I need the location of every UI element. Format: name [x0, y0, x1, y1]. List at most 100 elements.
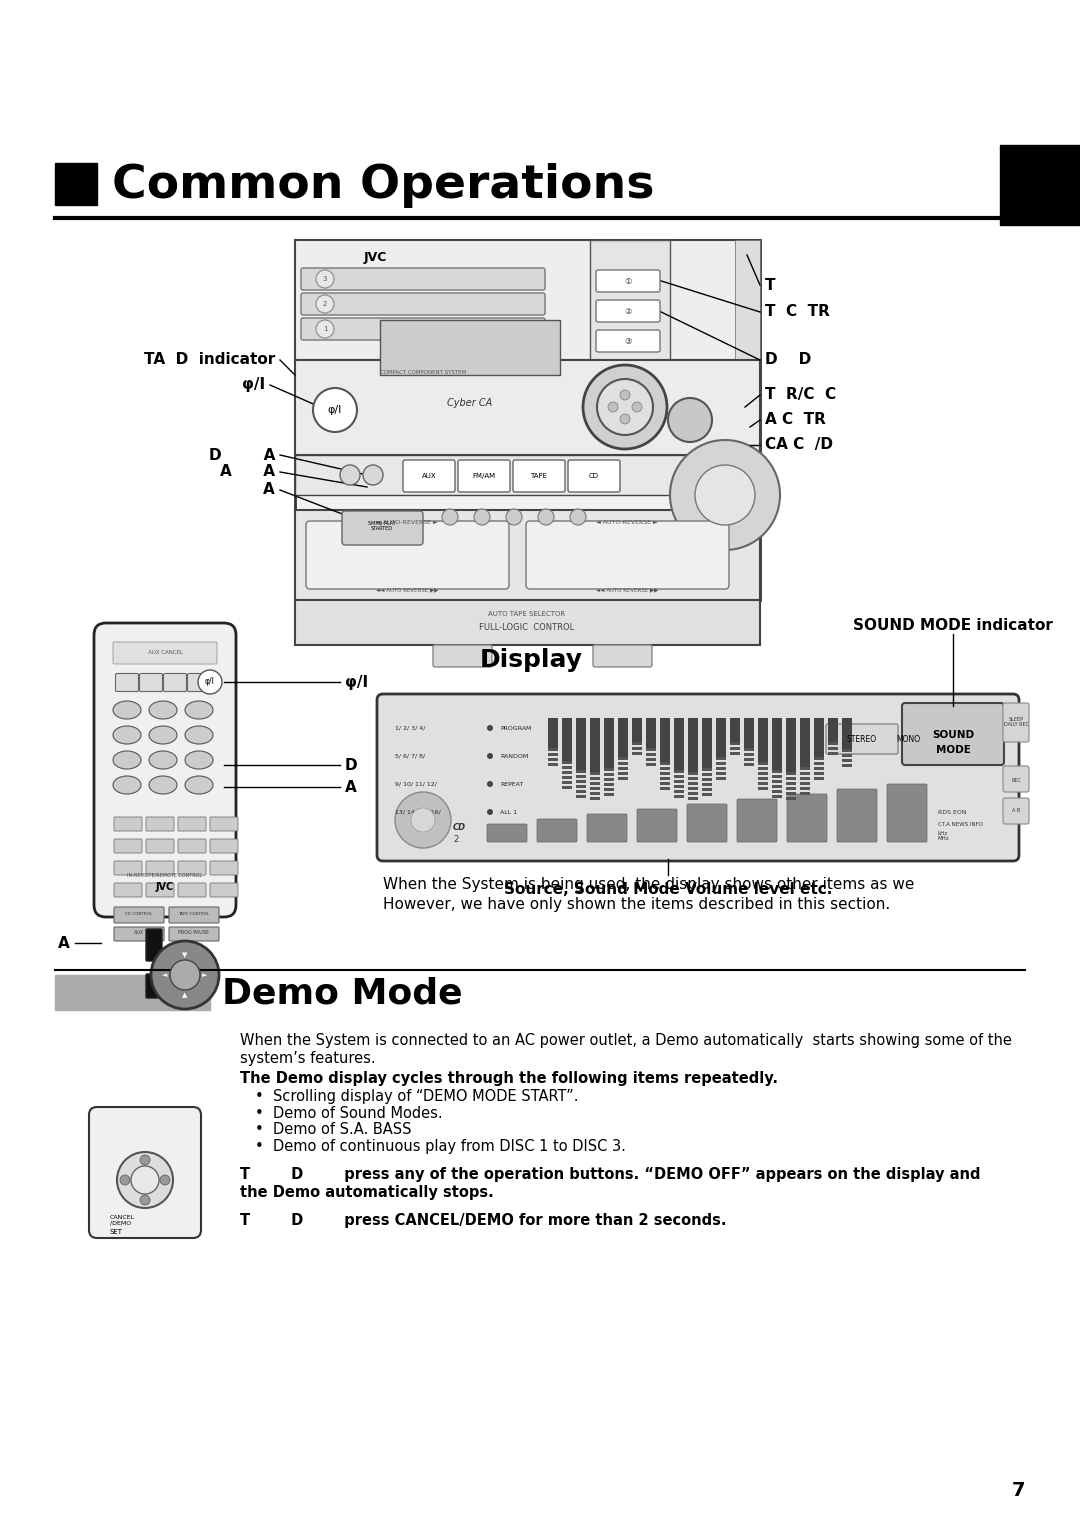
Circle shape: [632, 402, 642, 411]
Bar: [295, 359, 760, 456]
Circle shape: [487, 752, 492, 758]
Circle shape: [151, 940, 219, 1009]
Bar: [702, 783, 712, 786]
Text: COMPACT COMPONENT SYSTEM: COMPACT COMPONENT SYSTEM: [380, 370, 467, 375]
Bar: [772, 771, 782, 774]
Bar: [604, 778, 615, 781]
Circle shape: [363, 465, 383, 485]
Bar: [562, 777, 572, 778]
FancyBboxPatch shape: [637, 809, 677, 842]
Text: REPEAT: REPEAT: [500, 781, 523, 786]
Bar: [618, 719, 627, 757]
Text: 2: 2: [323, 301, 327, 307]
Text: 2: 2: [453, 835, 458, 844]
Text: ◄: ◄: [162, 972, 167, 979]
Bar: [814, 772, 824, 775]
FancyBboxPatch shape: [1003, 703, 1029, 742]
Bar: [562, 766, 572, 769]
Bar: [660, 719, 670, 761]
Bar: [702, 774, 712, 777]
Bar: [786, 781, 796, 784]
Circle shape: [487, 781, 492, 787]
Bar: [744, 758, 754, 761]
Bar: [674, 719, 684, 771]
Text: SLEEP
DAILY REC: SLEEP DAILY REC: [1003, 717, 1028, 728]
Bar: [842, 719, 852, 749]
Text: kHz
MHz: kHz MHz: [939, 830, 949, 841]
FancyBboxPatch shape: [163, 673, 187, 691]
FancyBboxPatch shape: [487, 824, 527, 842]
Text: T  C  TR: T C TR: [765, 304, 829, 320]
FancyBboxPatch shape: [306, 521, 509, 589]
Circle shape: [316, 271, 334, 287]
Bar: [380, 320, 561, 375]
Bar: [800, 792, 810, 795]
Text: However, we have only shown the items described in this section.: However, we have only shown the items de…: [383, 898, 890, 913]
FancyBboxPatch shape: [114, 861, 141, 875]
Text: IN-REMOTE/REMOTE CONTROL: IN-REMOTE/REMOTE CONTROL: [127, 873, 203, 878]
Bar: [590, 792, 600, 795]
Bar: [786, 797, 796, 800]
Bar: [716, 768, 726, 771]
Circle shape: [140, 1196, 150, 1205]
Text: Source, Sound Mode Volume level etc.: Source, Sound Mode Volume level etc.: [503, 882, 833, 898]
Text: AUX CANCEL: AUX CANCEL: [148, 650, 183, 656]
FancyBboxPatch shape: [114, 816, 141, 830]
Text: CD: CD: [589, 472, 599, 479]
FancyBboxPatch shape: [596, 271, 660, 292]
Bar: [716, 719, 726, 757]
Text: ①: ①: [624, 277, 632, 286]
Bar: [758, 768, 768, 771]
Text: CD: CD: [453, 824, 467, 832]
Bar: [590, 781, 600, 784]
Text: 7: 7: [1012, 1480, 1025, 1500]
Circle shape: [608, 402, 618, 411]
Text: Demo Mode: Demo Mode: [222, 976, 462, 1011]
Circle shape: [120, 1174, 130, 1185]
Bar: [576, 775, 586, 778]
Circle shape: [316, 295, 334, 313]
Bar: [576, 795, 586, 798]
FancyBboxPatch shape: [146, 839, 174, 853]
Text: φ/I: φ/I: [242, 378, 265, 393]
Circle shape: [411, 807, 435, 832]
FancyBboxPatch shape: [113, 642, 217, 664]
Bar: [618, 772, 627, 775]
Circle shape: [570, 509, 586, 524]
Bar: [772, 719, 782, 771]
Text: T        D        press CANCEL/DEMO for more than 2 seconds.: T D press CANCEL/DEMO for more than 2 se…: [240, 1212, 727, 1228]
FancyBboxPatch shape: [687, 804, 727, 842]
Circle shape: [620, 414, 630, 424]
FancyBboxPatch shape: [114, 927, 164, 940]
Text: When the System is being used, the display shows other items as we: When the System is being used, the displ…: [383, 878, 915, 893]
Bar: [772, 775, 782, 778]
FancyBboxPatch shape: [526, 521, 729, 589]
FancyBboxPatch shape: [210, 816, 238, 830]
Bar: [548, 752, 558, 755]
Bar: [688, 781, 698, 784]
Circle shape: [538, 509, 554, 524]
Bar: [688, 772, 698, 775]
Bar: [758, 719, 768, 761]
Bar: [646, 752, 656, 755]
Circle shape: [140, 1154, 150, 1165]
Text: •  Demo of S.A. BASS: • Demo of S.A. BASS: [255, 1122, 411, 1138]
Bar: [842, 758, 852, 761]
Bar: [295, 240, 760, 359]
Bar: [735, 240, 760, 359]
FancyBboxPatch shape: [210, 884, 238, 898]
FancyBboxPatch shape: [168, 927, 219, 940]
Text: AUX: AUX: [421, 472, 436, 479]
Ellipse shape: [113, 700, 141, 719]
Bar: [632, 752, 642, 755]
Text: 1/ 2/ 3/ 4/: 1/ 2/ 3/ 4/: [395, 725, 426, 731]
Ellipse shape: [185, 751, 213, 769]
Circle shape: [442, 509, 458, 524]
Text: The Demo display cycles through the following items repeatedly.: The Demo display cycles through the foll…: [240, 1070, 778, 1086]
Bar: [786, 772, 796, 775]
Bar: [702, 719, 712, 768]
Bar: [814, 768, 824, 771]
Text: system’s features.: system’s features.: [240, 1050, 376, 1066]
FancyBboxPatch shape: [902, 703, 1004, 764]
FancyBboxPatch shape: [787, 794, 827, 842]
